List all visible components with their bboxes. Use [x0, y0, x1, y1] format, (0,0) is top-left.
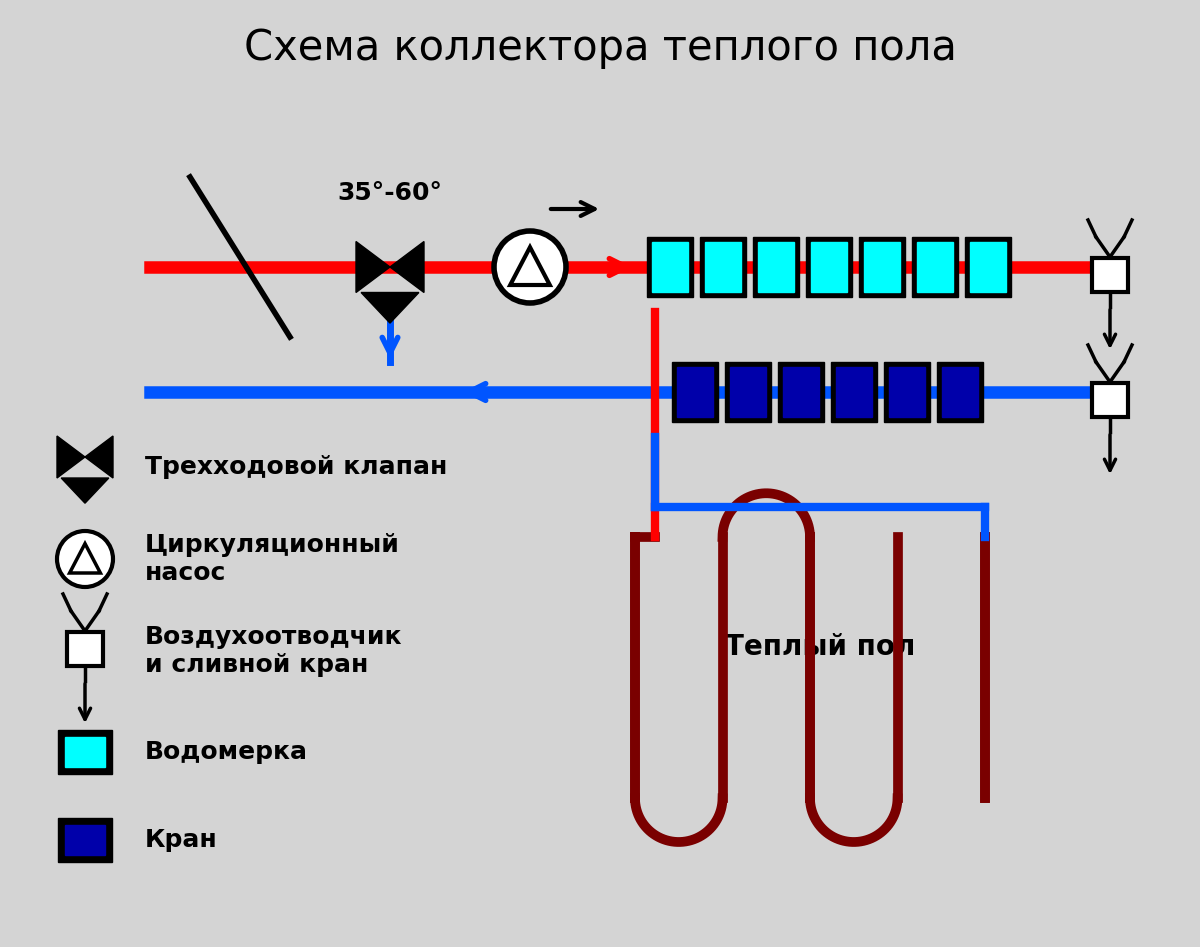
Bar [836, 367, 872, 417]
Bar [884, 362, 930, 422]
Bar [1092, 383, 1128, 417]
Bar [1092, 258, 1128, 292]
Bar [672, 362, 718, 422]
Bar [864, 242, 900, 292]
Polygon shape [356, 241, 390, 293]
Bar [965, 237, 1010, 297]
Bar [830, 362, 877, 422]
Bar [811, 242, 847, 292]
Polygon shape [61, 478, 109, 503]
Polygon shape [390, 241, 424, 293]
Text: Трехходовой клапан: Трехходовой клапан [145, 455, 448, 479]
Bar [58, 817, 112, 862]
Text: Схема коллектора теплого пола: Схема коллектора теплого пола [244, 27, 956, 69]
Bar [65, 825, 104, 854]
Bar [65, 737, 104, 767]
Bar [937, 362, 983, 422]
Bar [58, 730, 112, 775]
Bar [677, 367, 713, 417]
Bar [942, 367, 978, 417]
Text: Водомерка: Водомерка [145, 741, 308, 764]
Text: Воздухоотводчик
и сливной кран: Воздухоотводчик и сливной кран [145, 625, 402, 677]
Bar [784, 367, 818, 417]
Bar [912, 237, 958, 297]
Bar [778, 362, 824, 422]
Bar [970, 242, 1006, 292]
Bar [754, 237, 799, 297]
Bar [806, 237, 852, 297]
Polygon shape [85, 436, 113, 478]
Polygon shape [361, 293, 419, 323]
Bar [917, 242, 953, 292]
Circle shape [58, 531, 113, 587]
Bar [889, 367, 925, 417]
Bar [700, 237, 746, 297]
Bar [859, 237, 905, 297]
Text: 35°-60°: 35°-60° [337, 181, 443, 205]
Text: Теплый пол: Теплый пол [725, 633, 916, 661]
Polygon shape [58, 436, 85, 478]
Bar [758, 242, 794, 292]
Bar [652, 242, 688, 292]
Circle shape [494, 231, 566, 303]
Bar [647, 237, 694, 297]
Bar [706, 242, 742, 292]
Text: Кран: Кран [145, 828, 217, 851]
Bar [730, 367, 766, 417]
Bar [725, 362, 772, 422]
Bar [67, 632, 103, 666]
Text: Циркуляционный
насос: Циркуляционный насос [145, 533, 400, 585]
